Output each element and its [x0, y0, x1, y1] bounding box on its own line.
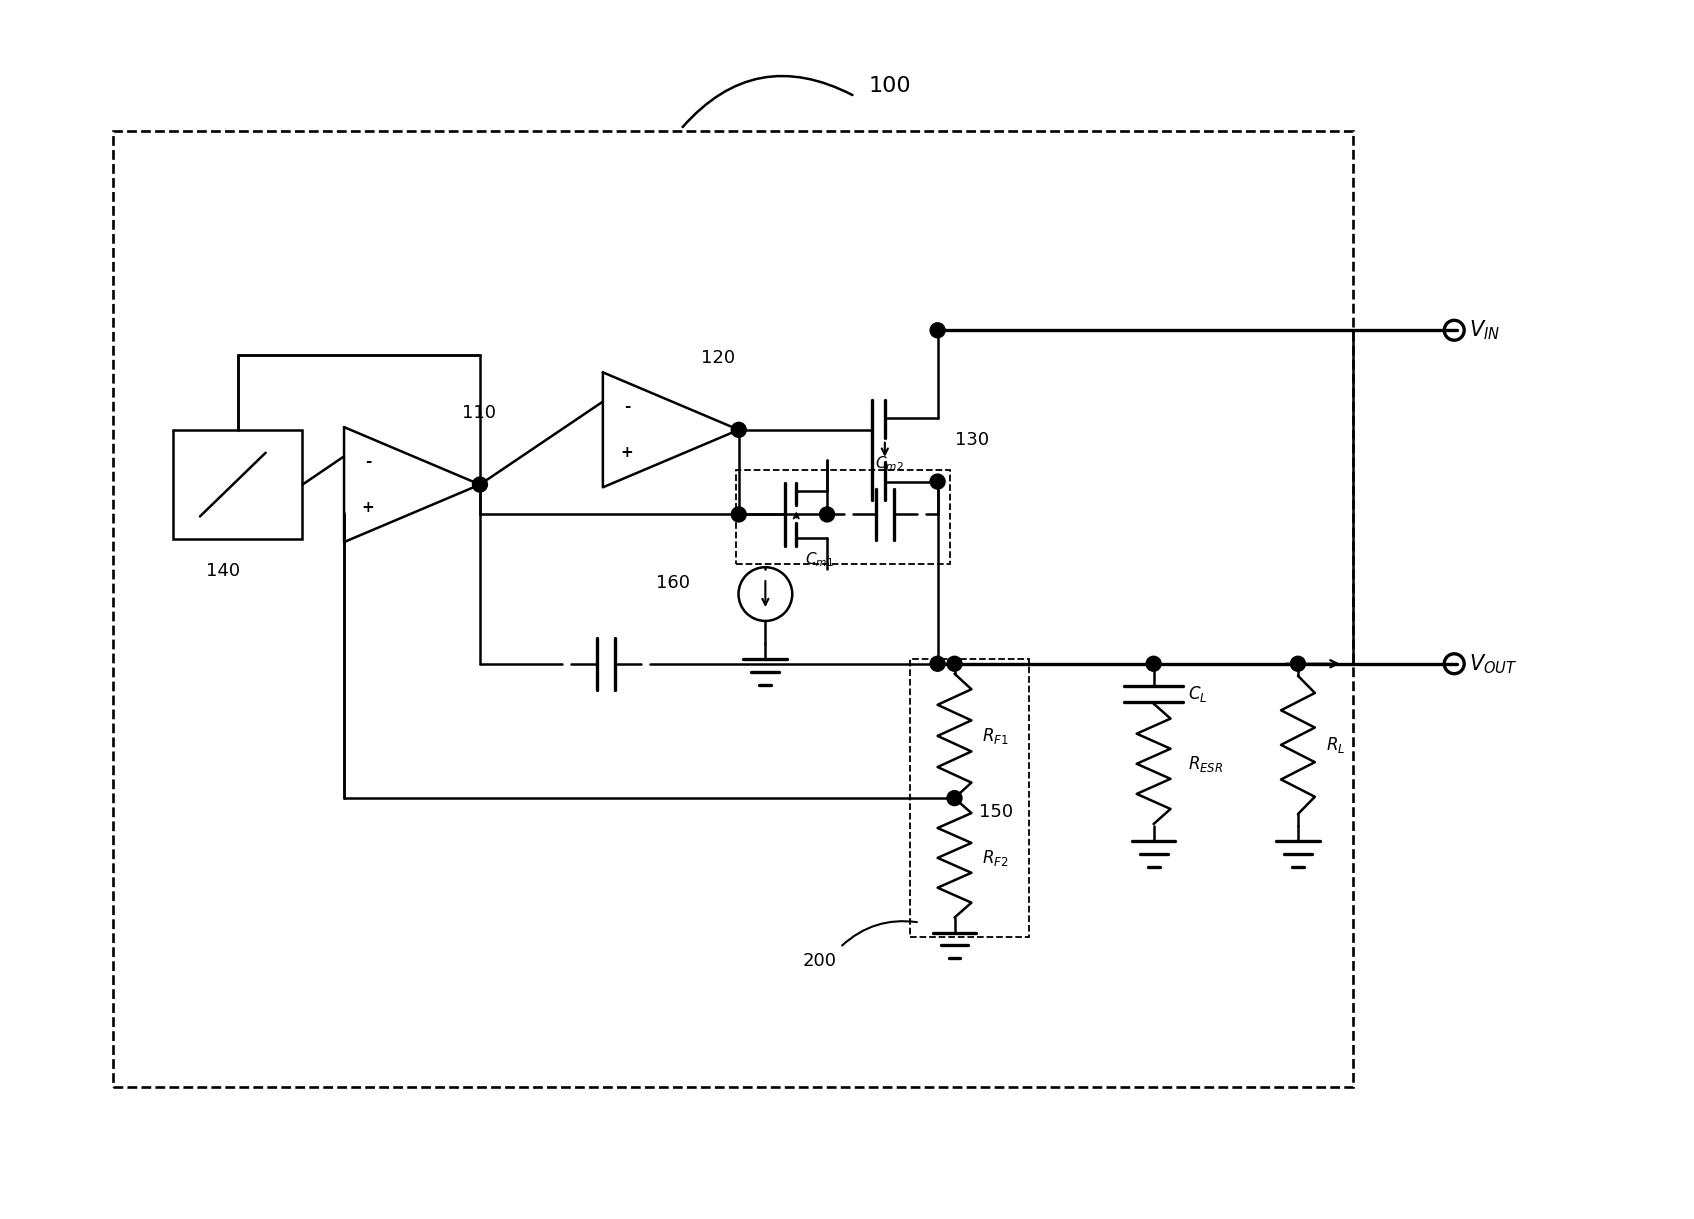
Circle shape — [473, 477, 488, 492]
FancyBboxPatch shape — [173, 430, 303, 539]
Circle shape — [732, 422, 747, 438]
Text: -: - — [364, 453, 371, 469]
Circle shape — [930, 323, 945, 338]
Text: $C_{m2}$: $C_{m2}$ — [876, 453, 905, 473]
Text: 140: 140 — [205, 562, 241, 580]
Circle shape — [930, 474, 945, 489]
FancyBboxPatch shape — [910, 658, 1030, 937]
FancyBboxPatch shape — [113, 132, 1354, 1087]
Circle shape — [1291, 656, 1306, 672]
Circle shape — [732, 507, 747, 522]
FancyBboxPatch shape — [735, 469, 950, 564]
Circle shape — [947, 656, 962, 672]
Text: 160: 160 — [656, 574, 689, 592]
Text: 100: 100 — [869, 77, 911, 96]
Text: 150: 150 — [979, 803, 1013, 822]
Text: 200: 200 — [803, 952, 837, 970]
Text: $R_{F2}$: $R_{F2}$ — [983, 848, 1010, 868]
Text: $V_{OUT}$: $V_{OUT}$ — [1469, 652, 1518, 675]
Text: $R_{F1}$: $R_{F1}$ — [983, 727, 1010, 746]
Text: $C_{m1}$: $C_{m1}$ — [805, 550, 833, 568]
Text: +: + — [620, 445, 634, 461]
Text: $R_L$: $R_L$ — [1326, 735, 1345, 755]
Text: $V_{IN}$: $V_{IN}$ — [1469, 318, 1501, 343]
Circle shape — [930, 656, 945, 672]
Circle shape — [820, 507, 835, 522]
Text: -: - — [623, 400, 630, 414]
Circle shape — [947, 791, 962, 806]
Text: 110: 110 — [462, 403, 496, 422]
Text: $C_L$: $C_L$ — [1189, 684, 1208, 703]
Text: 120: 120 — [701, 349, 735, 367]
Text: $R_{ESR}$: $R_{ESR}$ — [1189, 753, 1223, 774]
Circle shape — [1147, 656, 1160, 672]
Text: 130: 130 — [954, 430, 989, 449]
Text: +: + — [363, 500, 374, 516]
